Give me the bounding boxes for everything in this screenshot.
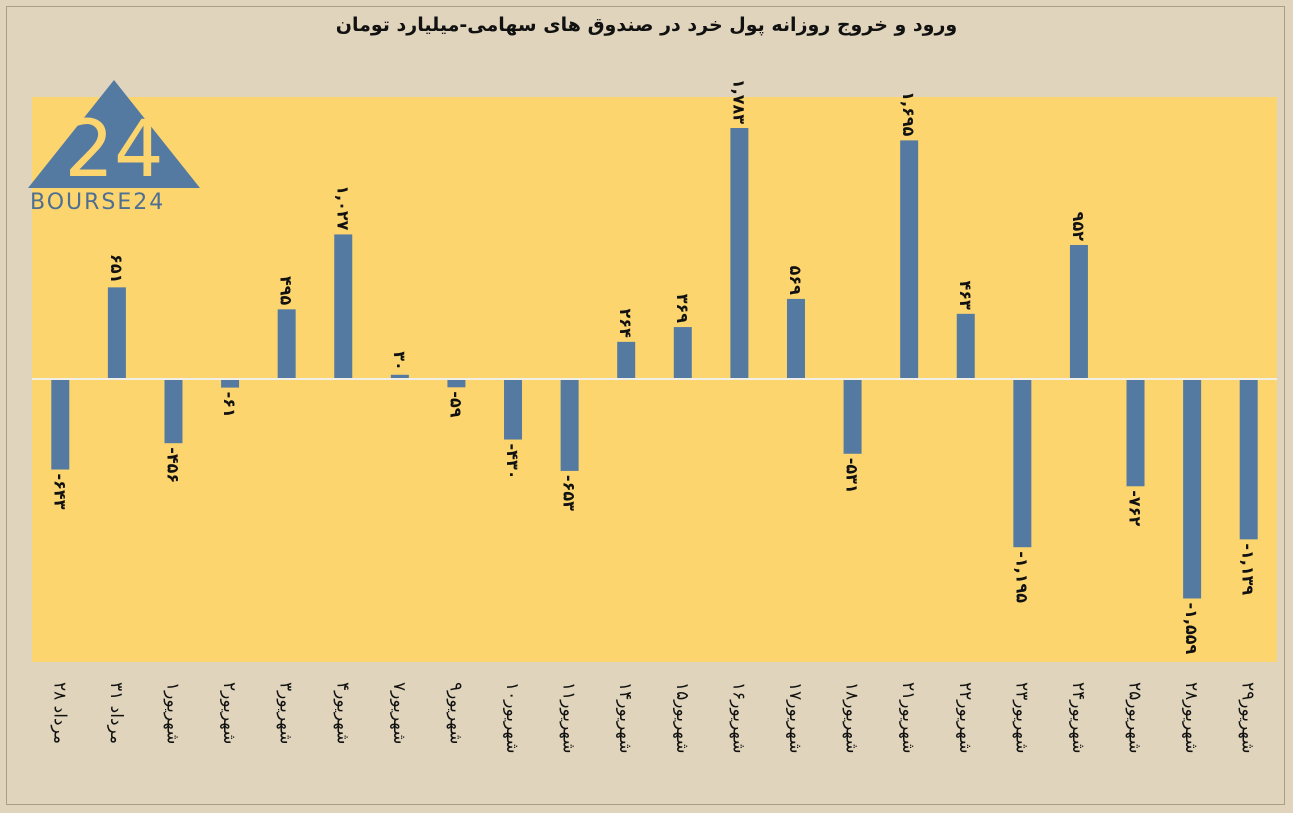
data-label: ۴۹۵: [277, 276, 296, 306]
chart-title: ورود و خروج روزانه پول خرد در صندوق های …: [335, 14, 958, 36]
bar: [107, 287, 126, 379]
bourse24-logo: 24: [28, 80, 200, 195]
x-tick-label: ۳شهریور: [276, 682, 296, 744]
x-tick-label: ۲۵شهریور: [1125, 682, 1145, 753]
data-label: ۱,۷۸۳: [729, 79, 748, 124]
x-tick-label: ۱۸شهریور: [842, 682, 862, 753]
data-label: ۲۶۴: [616, 309, 635, 339]
data-label: ۱,۶۹۵: [899, 91, 918, 136]
x-tick-label: ۴شهریور: [332, 682, 352, 744]
data-label: -۴۵۶: [163, 447, 182, 483]
bar: [617, 341, 636, 379]
bar: [843, 379, 862, 454]
bar: [956, 313, 975, 379]
bar: [221, 379, 240, 388]
x-tick-label: ۲۸ مرداد: [49, 682, 69, 744]
x-tick-label: ۱۴شهریور: [615, 682, 635, 753]
bar: [277, 309, 296, 379]
bar: [1013, 379, 1032, 548]
bar: [1069, 244, 1088, 379]
bar: [1183, 379, 1202, 599]
data-label: -۴۳۰: [503, 444, 522, 480]
x-tick-label: ۲۸شهریور: [1181, 682, 1201, 753]
data-label: ۵۶۹: [786, 266, 805, 296]
data-label: ۶۵۱: [107, 254, 126, 283]
data-label: ۴۶۳: [956, 281, 975, 311]
logo-text: BOURSE24: [30, 190, 166, 215]
x-tick-label: ۳۱ مرداد: [106, 682, 126, 744]
data-label: -۱,۱۳۹: [1239, 543, 1258, 595]
bar: [447, 379, 466, 388]
bar: [560, 379, 579, 471]
bar: [786, 298, 805, 379]
bar: [900, 140, 919, 379]
data-label: -۶۱: [220, 392, 239, 418]
bar: [334, 234, 353, 379]
data-label: -۱,۵۵۹: [1182, 602, 1201, 654]
data-label: -۱,۱۹۵: [1012, 551, 1031, 603]
x-tick-label: ۲۴شهریور: [1068, 682, 1088, 753]
x-tick-label: ۲۲شهریور: [955, 682, 975, 753]
x-tick-label: ۱شهریور: [162, 682, 182, 744]
data-label: -۵۳۱: [843, 458, 862, 494]
x-tick-label: ۱۶شهریور: [728, 682, 748, 753]
data-label: ۹۵۲: [1069, 212, 1088, 242]
data-label: -۵۹: [446, 391, 465, 417]
data-label: -۷۶۲: [1126, 490, 1145, 526]
chart-frame: [6, 6, 1285, 805]
x-tick-label: ۱۱شهریور: [559, 682, 579, 753]
bar: [1239, 379, 1258, 540]
bar: [390, 374, 409, 379]
x-tick-label: ۱۰شهریور: [502, 682, 522, 753]
data-label: -۶۵۳: [560, 475, 579, 511]
x-tick-label: ۱۷شهریور: [785, 682, 805, 753]
bar: [1126, 379, 1145, 487]
x-tick-label: ۲۹شهریور: [1238, 682, 1258, 753]
bar: [730, 128, 749, 379]
bar: [164, 379, 183, 444]
x-tick-label: ۷شهریور: [389, 682, 409, 744]
data-label: ۳۰: [390, 351, 409, 371]
logo-mark: 24: [64, 105, 163, 195]
x-tick-label: ۲۱شهریور: [898, 682, 918, 753]
bar: [51, 379, 70, 470]
data-label: ۱,۰۲۷: [333, 185, 352, 230]
x-tick-label: ۹شهریور: [445, 682, 465, 744]
x-tick-label: ۲۳شهریور: [1011, 682, 1031, 753]
data-label: -۶۴۳: [50, 474, 69, 510]
bar: [673, 327, 692, 379]
x-tick-label: ۱۵شهریور: [672, 682, 692, 753]
x-tick-label: ۲شهریور: [219, 682, 239, 744]
bar: [504, 379, 523, 440]
data-label: ۳۶۹: [673, 294, 692, 324]
